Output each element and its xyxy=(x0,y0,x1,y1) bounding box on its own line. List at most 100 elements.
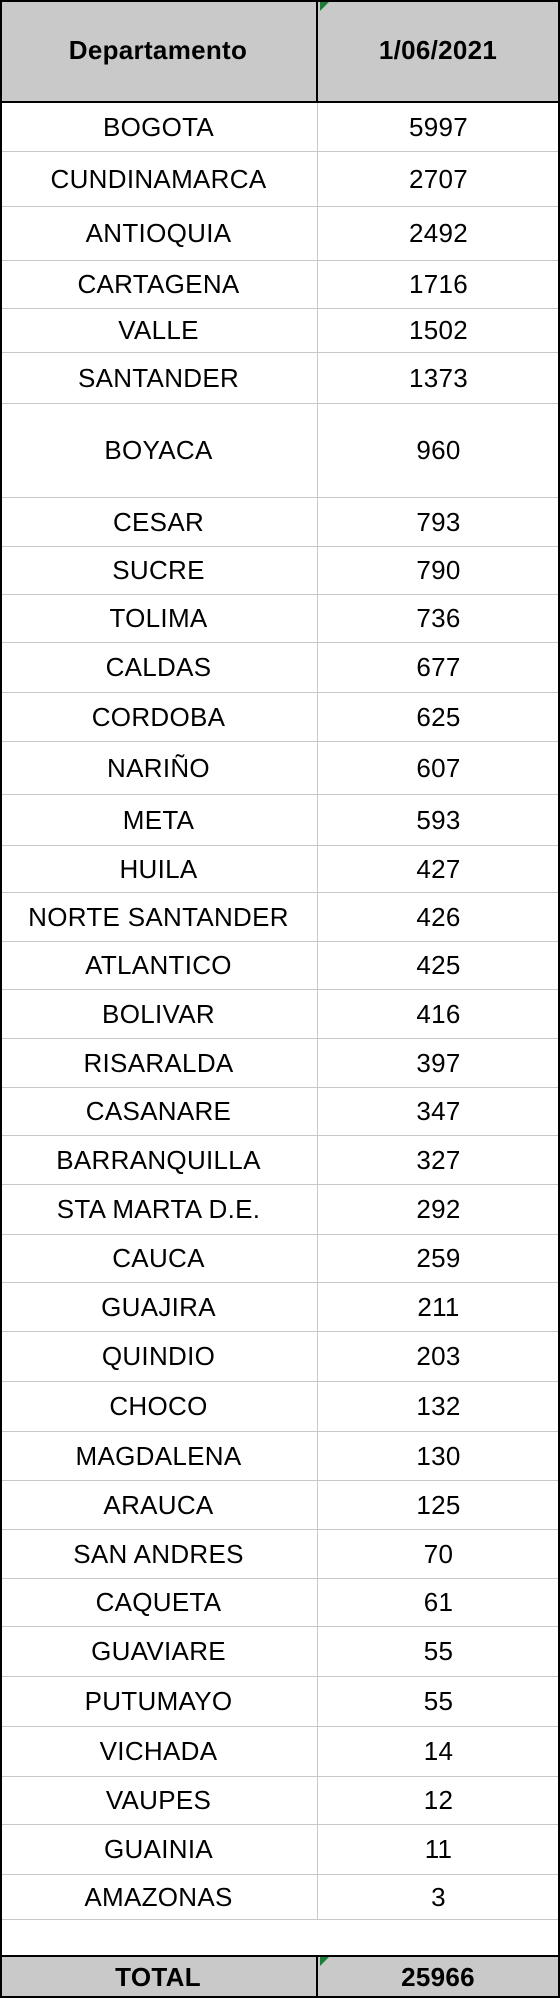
value-cell[interactable]: 425 xyxy=(318,942,560,990)
value-cell[interactable]: 259 xyxy=(318,1235,560,1283)
departamento-cell[interactable]: VALLE xyxy=(0,309,318,353)
departamento-cell[interactable]: SAN ANDRES xyxy=(0,1530,318,1579)
table-row: CHOCO 132 xyxy=(0,1382,560,1432)
value-cell[interactable]: 14 xyxy=(318,1727,560,1777)
table-row: CALDAS 677 xyxy=(0,643,560,693)
table-row: VAUPES 12 xyxy=(0,1777,560,1825)
departamento-cell[interactable]: ANTIOQUIA xyxy=(0,207,318,261)
table-row: NORTE SANTANDER 426 xyxy=(0,893,560,942)
departamento-cell[interactable]: BOGOTA xyxy=(0,103,318,152)
departamento-cell[interactable]: CALDAS xyxy=(0,643,318,693)
table-row: CAQUETA 61 xyxy=(0,1579,560,1627)
value-cell[interactable]: 790 xyxy=(318,547,560,595)
value-cell[interactable]: 203 xyxy=(318,1332,560,1382)
departamento-cell[interactable]: CESAR xyxy=(0,498,318,547)
departamento-cell[interactable]: BARRANQUILLA xyxy=(0,1136,318,1185)
departamento-cell[interactable]: MAGDALENA xyxy=(0,1432,318,1481)
table-row: CORDOBA 625 xyxy=(0,693,560,742)
table-row: TOLIMA 736 xyxy=(0,595,560,643)
value-cell[interactable]: 2707 xyxy=(318,152,560,207)
value-cell[interactable]: 211 xyxy=(318,1283,560,1332)
total-label[interactable]: TOTAL xyxy=(0,1955,318,1998)
total-value[interactable]: 25966 xyxy=(318,1955,560,1998)
value-cell[interactable]: 1716 xyxy=(318,261,560,309)
value-cell[interactable]: 416 xyxy=(318,990,560,1039)
departamento-cell[interactable]: STA MARTA D.E. xyxy=(0,1185,318,1235)
value-cell[interactable]: 593 xyxy=(318,795,560,846)
departamento-cell[interactable]: CORDOBA xyxy=(0,693,318,742)
departamento-cell[interactable]: SANTANDER xyxy=(0,353,318,404)
value-cell[interactable]: 427 xyxy=(318,846,560,893)
departamento-cell[interactable]: AMAZONAS xyxy=(0,1875,318,1920)
departamento-cell[interactable]: TOLIMA xyxy=(0,595,318,643)
value-cell[interactable]: 625 xyxy=(318,693,560,742)
departamento-cell[interactable]: SUCRE xyxy=(0,547,318,595)
departamento-cell[interactable]: NARIÑO xyxy=(0,742,318,795)
table-row: ATLANTICO 425 xyxy=(0,942,560,990)
departamento-cell[interactable]: BOLIVAR xyxy=(0,990,318,1039)
value-cell[interactable]: 70 xyxy=(318,1530,560,1579)
value-cell[interactable]: 426 xyxy=(318,893,560,942)
departamento-cell[interactable]: HUILA xyxy=(0,846,318,893)
value-cell[interactable]: 3 xyxy=(318,1875,560,1920)
value-cell[interactable]: 5997 xyxy=(318,103,560,152)
value-cell[interactable]: 55 xyxy=(318,1677,560,1727)
table-row: ANTIOQUIA 2492 xyxy=(0,207,560,261)
value-cell[interactable]: 125 xyxy=(318,1481,560,1530)
value-cell[interactable]: 607 xyxy=(318,742,560,795)
table-row: NARIÑO 607 xyxy=(0,742,560,795)
departamento-cell[interactable]: META xyxy=(0,795,318,846)
departamento-cell[interactable]: GUAVIARE xyxy=(0,1627,318,1677)
departamento-cell[interactable]: BOYACA xyxy=(0,404,318,498)
value-cell[interactable]: 960 xyxy=(318,404,560,498)
departamento-cell[interactable]: GUAINIA xyxy=(0,1825,318,1875)
table-row: CUNDINAMARCA 2707 xyxy=(0,152,560,207)
value-cell[interactable]: 61 xyxy=(318,1579,560,1627)
departamento-cell[interactable]: VAUPES xyxy=(0,1777,318,1825)
table-row: AMAZONAS 3 xyxy=(0,1875,560,1920)
value-cell[interactable]: 347 xyxy=(318,1088,560,1136)
value-cell[interactable]: 12 xyxy=(318,1777,560,1825)
value-cell[interactable]: 55 xyxy=(318,1627,560,1677)
table-row: GUAVIARE 55 xyxy=(0,1627,560,1677)
value-cell[interactable]: 292 xyxy=(318,1185,560,1235)
value-cell[interactable]: 11 xyxy=(318,1825,560,1875)
departamento-cell[interactable]: CARTAGENA xyxy=(0,261,318,309)
table-row: HUILA 427 xyxy=(0,846,560,893)
value-cell[interactable]: 736 xyxy=(318,595,560,643)
departamento-cell[interactable]: RISARALDA xyxy=(0,1039,318,1088)
value-cell[interactable]: 677 xyxy=(318,643,560,693)
departamento-cell[interactable]: ATLANTICO xyxy=(0,942,318,990)
departamento-cell[interactable]: CUNDINAMARCA xyxy=(0,152,318,207)
departamento-cell[interactable]: VICHADA xyxy=(0,1727,318,1777)
value-cell[interactable]: 132 xyxy=(318,1382,560,1432)
departamento-cell[interactable]: ARAUCA xyxy=(0,1481,318,1530)
table-row: ARAUCA 125 xyxy=(0,1481,560,1530)
value-cell[interactable]: 793 xyxy=(318,498,560,547)
table-row: GUAINIA 11 xyxy=(0,1825,560,1875)
departamento-cell[interactable]: NORTE SANTANDER xyxy=(0,893,318,942)
departamento-cell[interactable]: CHOCO xyxy=(0,1382,318,1432)
departamento-cell[interactable]: PUTUMAYO xyxy=(0,1677,318,1727)
table-row: STA MARTA D.E. 292 xyxy=(0,1185,560,1235)
value-cell[interactable]: 1502 xyxy=(318,309,560,353)
value-cell[interactable]: 2492 xyxy=(318,207,560,261)
header-row: Departamento 1/06/2021 xyxy=(0,0,560,103)
table-row: VALLE 1502 xyxy=(0,309,560,353)
value-cell[interactable]: 327 xyxy=(318,1136,560,1185)
table-row: MAGDALENA 130 xyxy=(0,1432,560,1481)
departamento-cell[interactable]: QUINDIO xyxy=(0,1332,318,1382)
departamento-cell[interactable]: GUAJIRA xyxy=(0,1283,318,1332)
header-departamento[interactable]: Departamento xyxy=(0,0,318,103)
value-cell[interactable]: 397 xyxy=(318,1039,560,1088)
header-date[interactable]: 1/06/2021 xyxy=(318,0,560,103)
departamento-cell[interactable]: CAUCA xyxy=(0,1235,318,1283)
table-row: BARRANQUILLA 327 xyxy=(0,1136,560,1185)
table-row: CAUCA 259 xyxy=(0,1235,560,1283)
departamento-cell[interactable]: CASANARE xyxy=(0,1088,318,1136)
value-cell[interactable]: 1373 xyxy=(318,353,560,404)
departamento-cell[interactable]: CAQUETA xyxy=(0,1579,318,1627)
value-cell[interactable]: 130 xyxy=(318,1432,560,1481)
table-row: BOLIVAR 416 xyxy=(0,990,560,1039)
